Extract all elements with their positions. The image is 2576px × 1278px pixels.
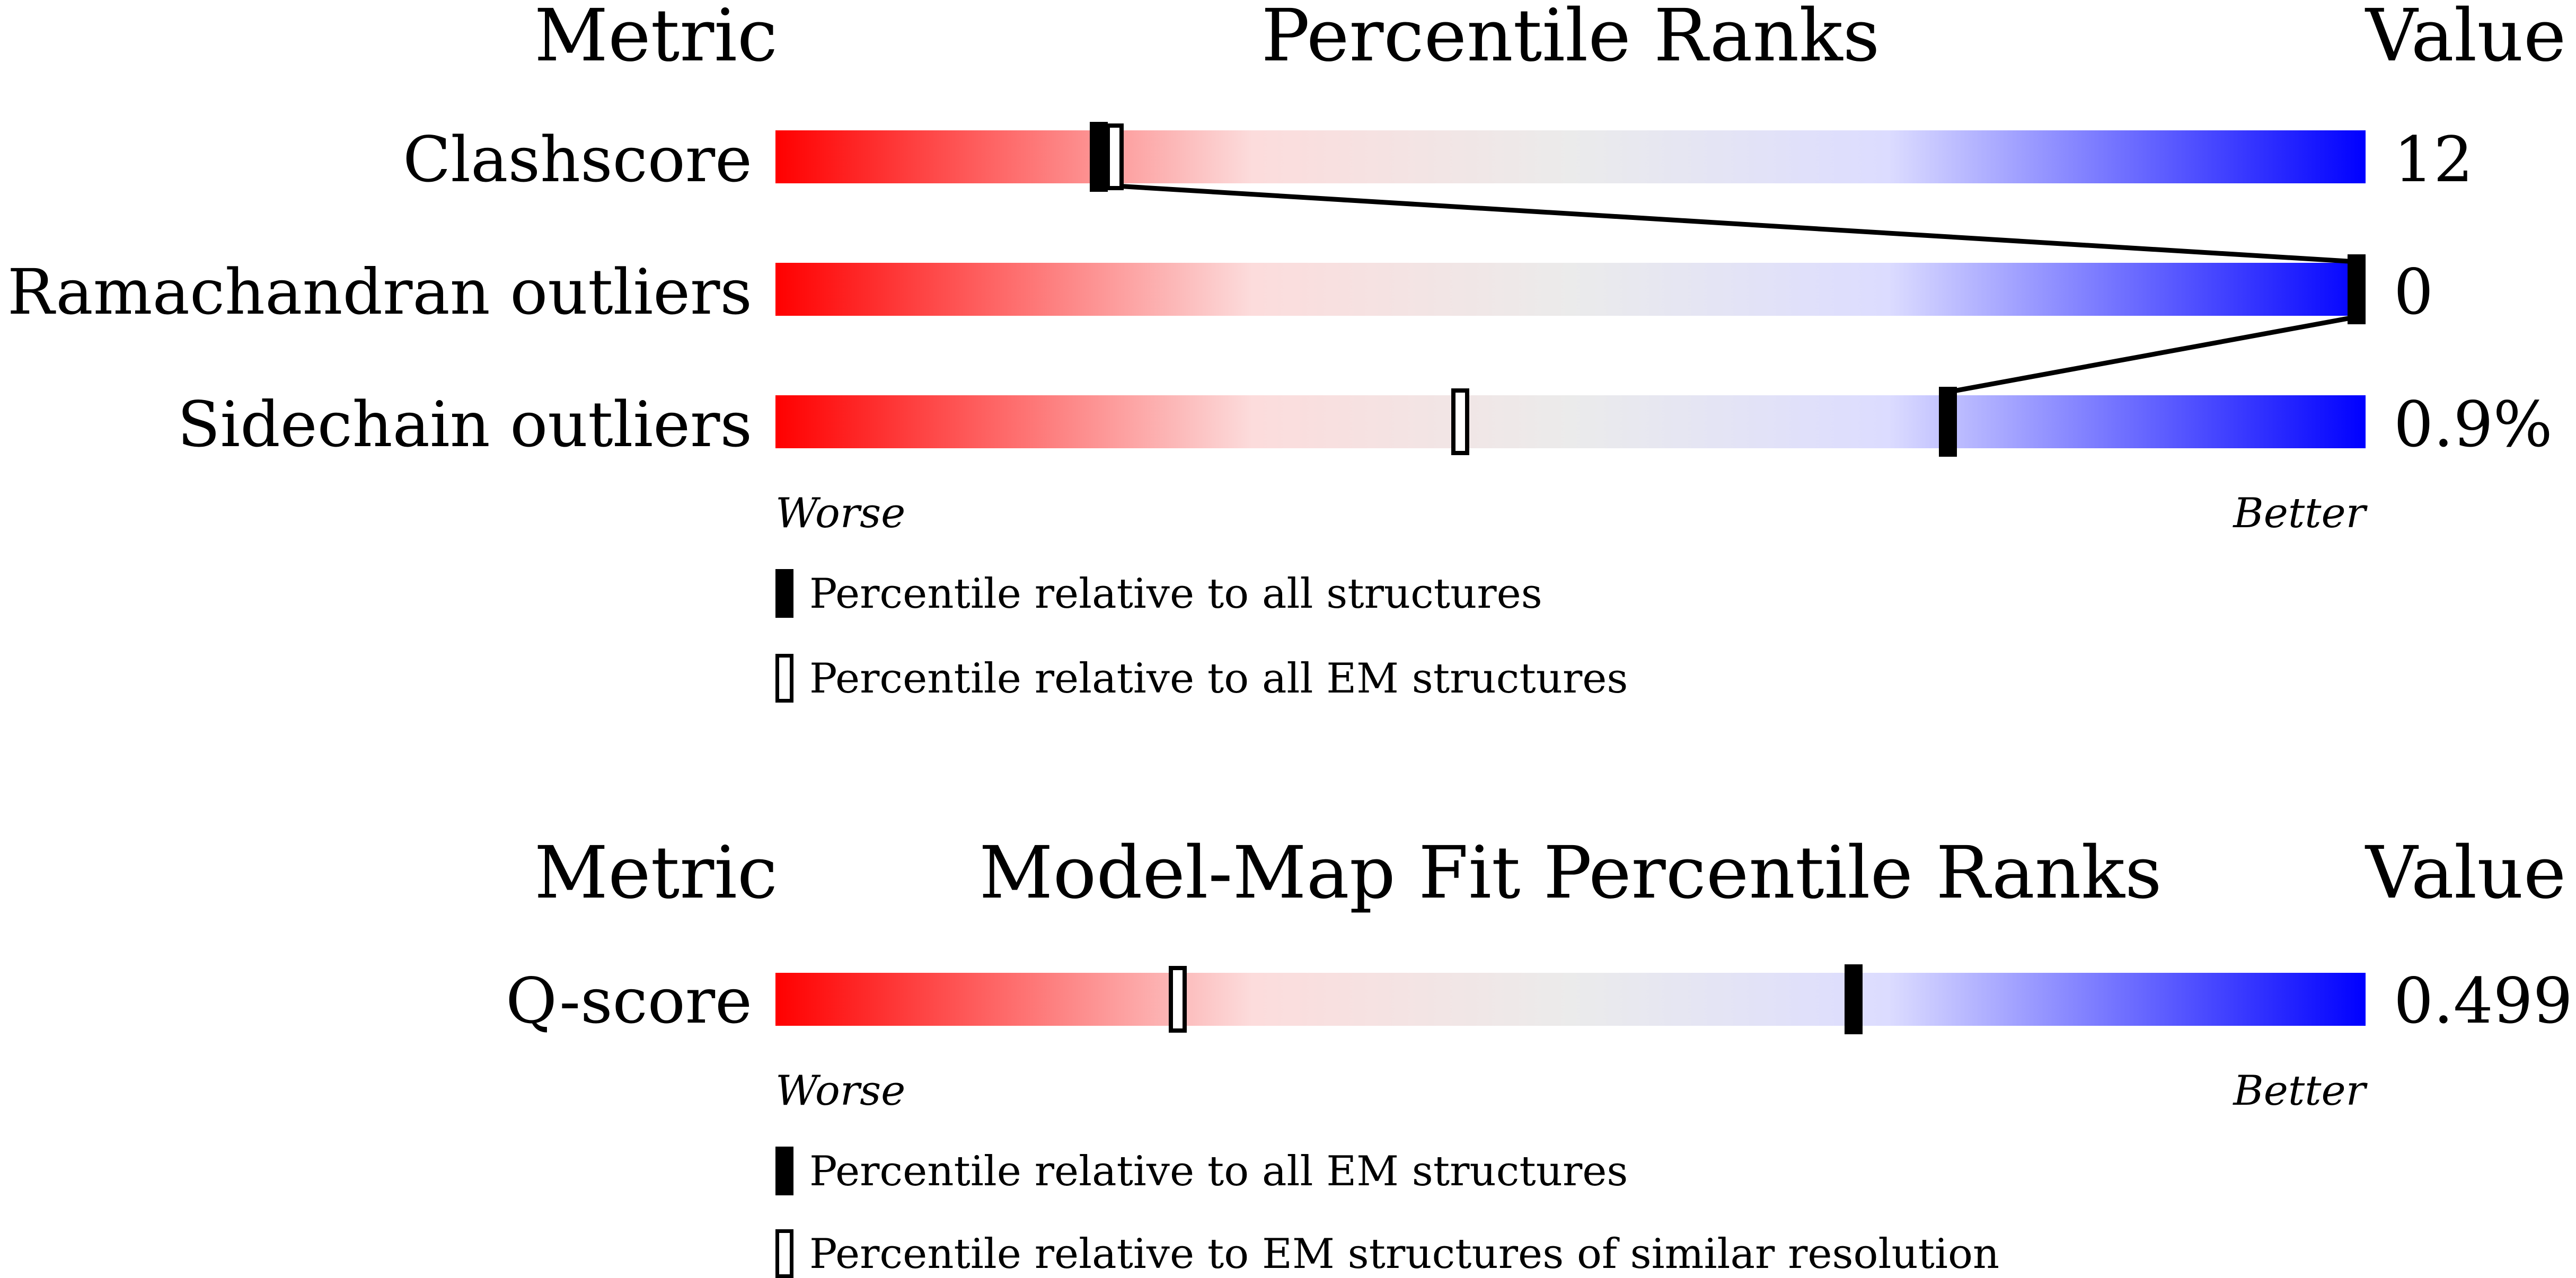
value-header: Value xyxy=(2366,831,2566,915)
bar-q-score xyxy=(775,973,2366,1026)
axis-label-better: Better xyxy=(2233,490,2366,537)
legend-solid-swatch xyxy=(775,1147,793,1195)
marker-all-clashscore xyxy=(1090,122,1108,192)
metric-header: Metric xyxy=(534,0,778,78)
row-label-clashscore: Clashscore xyxy=(403,123,752,196)
axis-label-worse: Worse xyxy=(775,490,906,537)
legend-hollow-swatch xyxy=(775,654,793,703)
axis-label-worse: Worse xyxy=(775,1067,906,1115)
row-value-ramachandran: 0 xyxy=(2394,255,2434,329)
legend-hollow-swatch xyxy=(775,1229,793,1278)
percentile-link-line xyxy=(1107,183,2359,395)
validation-panel: Metric Percentile Ranks Value Clashscore… xyxy=(7,0,2566,703)
row-label-ramachandran: Ramachandran outliers xyxy=(7,255,752,329)
axis-label-better: Better xyxy=(2233,1067,2366,1115)
marker-all-em-q-score xyxy=(1844,964,1863,1034)
bar-clashscore xyxy=(775,130,2366,183)
chart-title: Percentile Ranks xyxy=(1261,0,1880,78)
bar-sidechain xyxy=(775,395,2366,448)
legend-solid-swatch xyxy=(775,569,793,618)
legend-label: Percentile relative to all EM structures xyxy=(809,655,1628,703)
row-label-q-score: Q-score xyxy=(506,964,752,1037)
model-map-fit-panel: Metric Model-Map Fit Percentile Ranks Va… xyxy=(0,837,2576,1278)
chart-title: Model-Map Fit Percentile Ranks xyxy=(979,831,2162,915)
row-value-sidechain: 0.9% xyxy=(2394,388,2553,461)
legend-label: Percentile relative to all structures xyxy=(809,570,1542,618)
row-label-sidechain: Sidechain outliers xyxy=(177,388,752,461)
marker-em-clashscore xyxy=(1105,123,1124,190)
legend-label: Percentile relative to EM structures of … xyxy=(809,1230,2000,1278)
row-value-q-score: 0.499 xyxy=(2394,964,2573,1037)
marker-similar-resolution-q-score xyxy=(1168,966,1187,1033)
bar-ramachandran xyxy=(775,263,2366,316)
legend-label: Percentile relative to all EM structures xyxy=(809,1148,1628,1195)
marker-all-sidechain xyxy=(1938,387,1957,457)
marker-all-ramachandran xyxy=(2348,254,2366,324)
row-value-clashscore: 12 xyxy=(2394,123,2474,196)
marker-em-sidechain xyxy=(1451,388,1470,455)
value-header: Value xyxy=(2366,0,2566,78)
metric-header: Metric xyxy=(534,831,778,915)
